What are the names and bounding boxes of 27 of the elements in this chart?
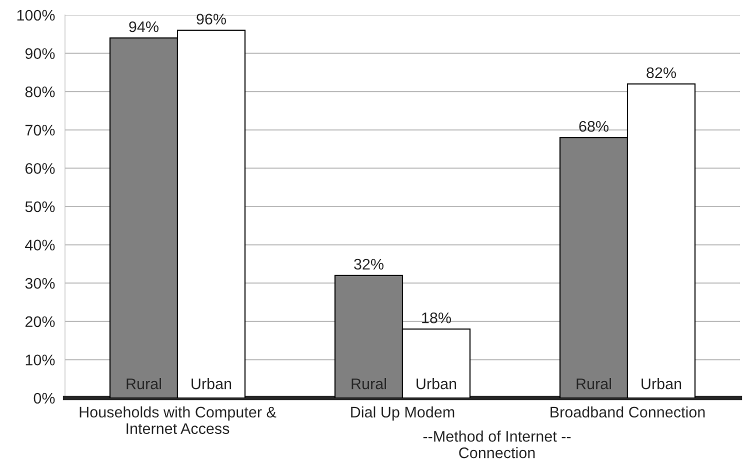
text: 18% — [422, 312, 451, 324]
x-axis-title: --Method of Internet -- Connection — [423, 430, 571, 458]
text: 32% — [354, 258, 384, 270]
text: 68% — [579, 120, 608, 132]
text: Urban — [416, 378, 456, 390]
x-tick-label: Households with Computer & Internet Access — [80, 406, 276, 434]
series-label: Rural — [126, 378, 161, 390]
y-tick-label: 80% — [25, 86, 55, 98]
y-tick-label: 0% — [34, 392, 55, 404]
y-tick-label: 40% — [25, 240, 55, 250]
text: Rural — [352, 378, 386, 390]
text: 94% — [129, 21, 158, 32]
x-tick-label: Dial Up Modem — [351, 406, 454, 421]
y-tick-label: 70% — [25, 124, 55, 136]
y-tick-label: 50% — [25, 201, 55, 212]
text: 82% — [646, 67, 676, 78]
text: 96% — [196, 14, 226, 25]
y-tick-label: 100% — [17, 10, 55, 21]
series-label: Urban — [192, 378, 232, 390]
text: Rural — [576, 378, 611, 390]
y-tick-label: 10% — [26, 354, 55, 366]
x-tick-label: Broadband Connection — [550, 406, 705, 418]
text: Urban — [642, 378, 682, 390]
y-tick-label: 90% — [25, 48, 55, 59]
y-tick-label: 20% — [25, 316, 55, 328]
y-tick-label: 60% — [25, 163, 55, 174]
y-tick-label: 30% — [25, 278, 55, 289]
